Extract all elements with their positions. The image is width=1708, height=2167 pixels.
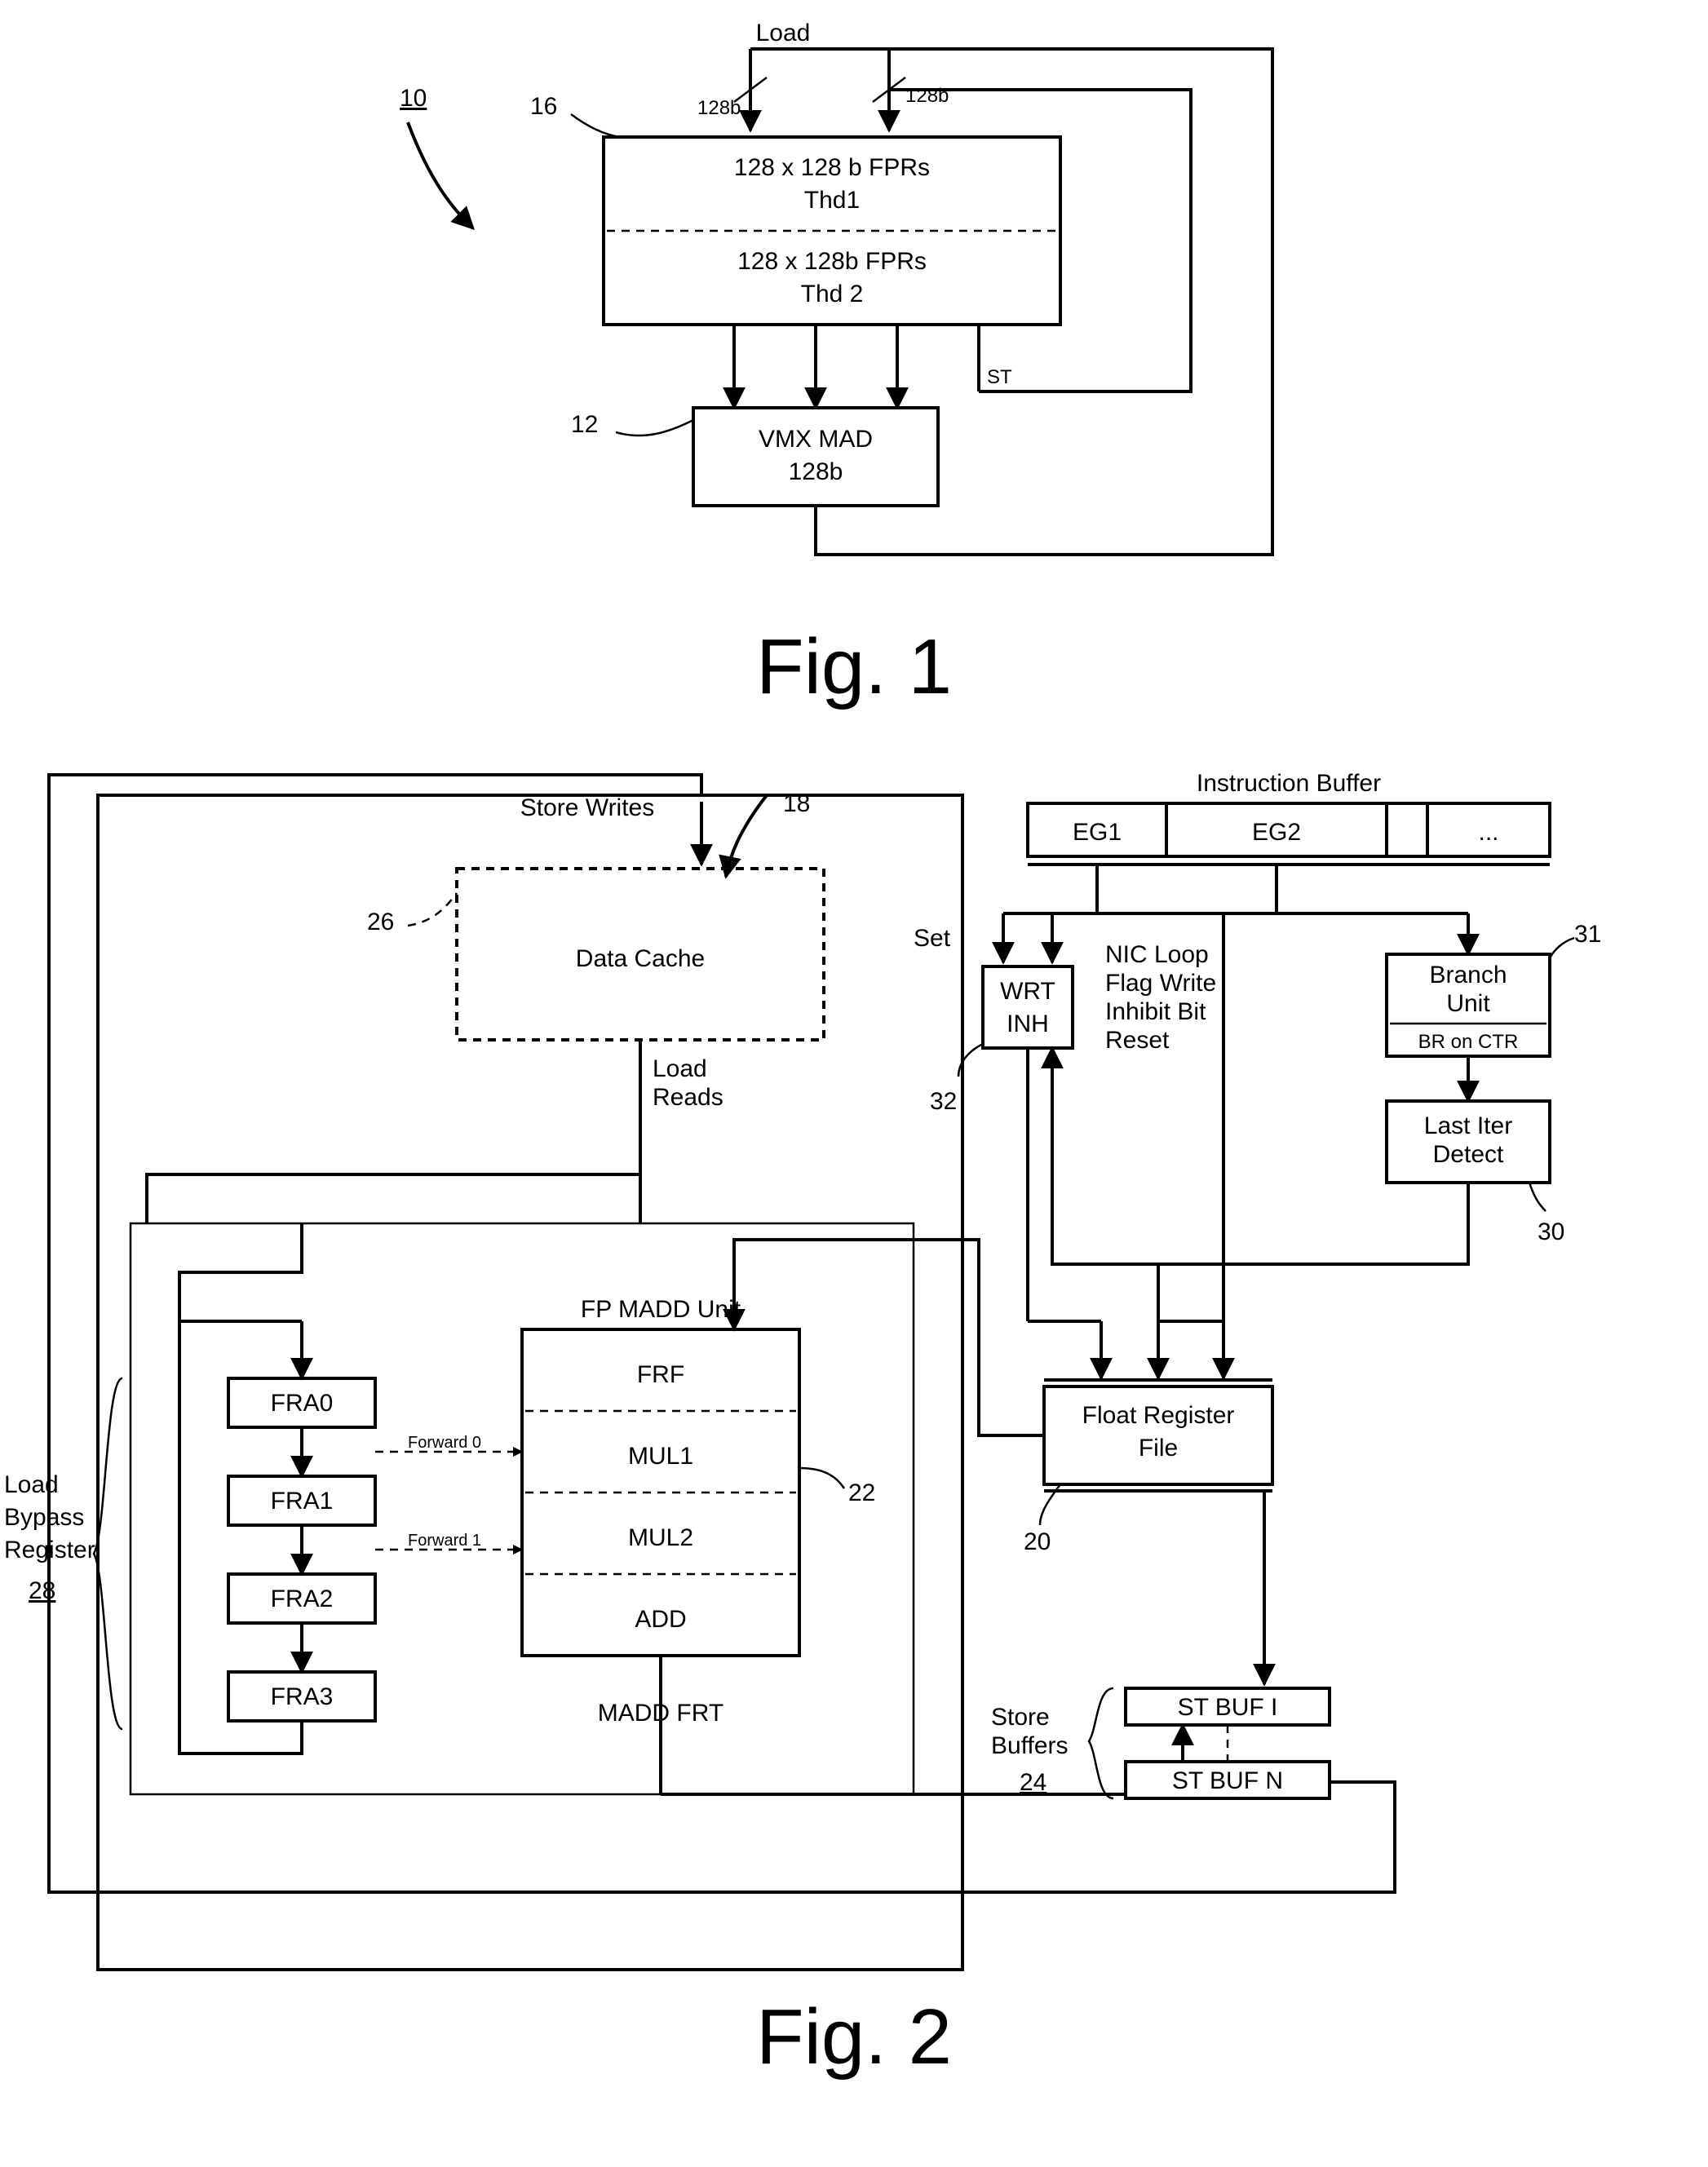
add-label: ADD <box>635 1606 686 1633</box>
stbuf-brace <box>1089 1688 1113 1798</box>
frf-label: FRF <box>637 1361 684 1388</box>
ref-26: 26 <box>367 909 394 935</box>
figure-1: 10 Load 128b 128b 16 128 x 128 b FPRs Th… <box>400 20 1272 710</box>
diagram-root: 10 Load 128b 128b 16 128 x 128 b FPRs Th… <box>0 0 1708 2163</box>
frf-file-a: Float Register <box>1082 1402 1235 1429</box>
ref-31: 31 <box>1574 921 1601 948</box>
ref-20: 20 <box>1024 1528 1051 1555</box>
branch-b: Unit <box>1446 990 1490 1017</box>
branch-a: Branch <box>1429 962 1507 988</box>
ref-30-lead <box>1529 1183 1546 1211</box>
fprs2-b: Thd 2 <box>801 281 864 307</box>
set-label: Set <box>914 925 951 952</box>
bus-left: 128b <box>697 97 741 119</box>
fprs2-a: 128 x 128b FPRs <box>737 248 927 275</box>
dots-label: ... <box>1478 819 1498 846</box>
store-writes-label: Store Writes <box>520 794 655 821</box>
fig2-caption: Fig. 2 <box>756 1993 952 2081</box>
ref-28: 28 <box>29 1577 55 1604</box>
ref-10-arrow <box>408 122 473 228</box>
ref-31-lead <box>1550 938 1574 958</box>
nic-d: Reset <box>1105 1027 1170 1054</box>
eg1-label: EG1 <box>1073 819 1122 846</box>
last-b: Detect <box>1433 1141 1504 1168</box>
frf-file-b: File <box>1139 1435 1178 1462</box>
fprs1-b: Thd1 <box>804 187 860 214</box>
lbr-a: Load <box>4 1471 59 1498</box>
stbuf-n-label: ST BUF N <box>1172 1767 1283 1794</box>
eg2-label: EG2 <box>1252 819 1301 846</box>
maddfrt-label: MADD FRT <box>598 1700 723 1727</box>
last-a: Last Iter <box>1424 1112 1512 1139</box>
data-cache-label: Data Cache <box>576 945 705 972</box>
ref-22: 22 <box>848 1479 875 1506</box>
ref-32: 32 <box>930 1088 957 1115</box>
fra1-label: FRA1 <box>271 1488 334 1515</box>
lbr-b: Bypass <box>4 1504 84 1531</box>
ibuf-label: Instruction Buffer <box>1197 770 1381 797</box>
fprs1-a: 128 x 128 b FPRs <box>734 154 930 181</box>
ref-16-lead <box>571 114 620 137</box>
stbuf-b: Buffers <box>991 1732 1069 1759</box>
fra3-label: FRA3 <box>271 1683 334 1710</box>
fra2-label: FRA2 <box>271 1585 334 1612</box>
lbr-c: Register <box>4 1537 95 1563</box>
ref-12: 12 <box>571 411 598 438</box>
fp-madd-label: FP MADD Unit <box>581 1296 741 1323</box>
br-ctr: BR on CTR <box>1418 1031 1519 1053</box>
ref-10: 10 <box>400 85 427 112</box>
load-reads-b: Reads <box>653 1084 723 1111</box>
forward1-label: Forward 1 <box>408 1532 481 1550</box>
load-reads-a: Load <box>653 1055 707 1082</box>
vmx-a: VMX MAD <box>759 426 873 453</box>
fig1-caption: Fig. 1 <box>756 623 952 710</box>
stbuf-a: Store <box>991 1704 1050 1731</box>
nic-b: Flag Write <box>1105 970 1216 997</box>
stbuf-i-label: ST BUF I <box>1178 1694 1278 1721</box>
st-label: ST <box>987 366 1012 388</box>
figure-2: 18 Store Writes Data Cache 26 Load Reads… <box>4 770 1601 2081</box>
load-label: Load <box>756 20 811 46</box>
mul1-label: MUL1 <box>628 1443 693 1470</box>
ref-24: 24 <box>1020 1769 1046 1796</box>
vmx-box <box>693 408 938 506</box>
vmx-b: 128b <box>789 458 843 485</box>
forward0-label: Forward 0 <box>408 1434 481 1452</box>
ref-18: 18 <box>783 790 810 817</box>
mul2-label: MUL2 <box>628 1524 693 1551</box>
ref-16: 16 <box>530 93 557 120</box>
nic-c: Inhibit Bit <box>1105 998 1206 1025</box>
ref-30: 30 <box>1538 1218 1564 1245</box>
fra0-label: FRA0 <box>271 1390 334 1417</box>
wrt-label: WRT <box>1000 978 1055 1005</box>
ref-12-lead <box>616 420 693 436</box>
nic-a: NIC Loop <box>1105 941 1209 968</box>
inh-label: INH <box>1007 1011 1049 1037</box>
